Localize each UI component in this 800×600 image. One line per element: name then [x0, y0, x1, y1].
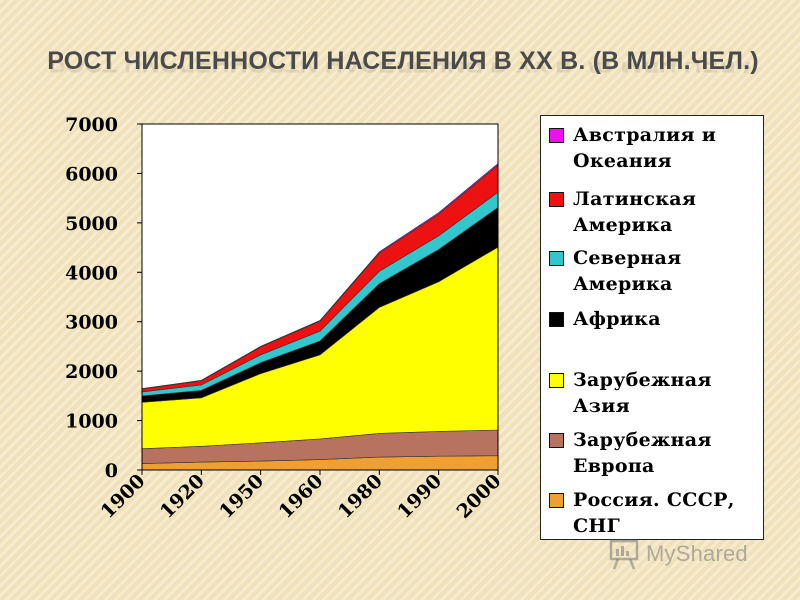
legend-swatch-latin-america	[549, 192, 564, 207]
legend-label-russia: Россия. СССР, СНГ	[573, 489, 735, 537]
y-tick-label-0: 0	[105, 460, 118, 482]
y-tick-label-5: 5000	[65, 213, 118, 235]
x-axis: 1900 1920 1950 1960 1980 1990 2000	[97, 470, 506, 523]
x-tick-label-1: 1920	[156, 470, 209, 523]
x-tick-label-3: 1960	[275, 470, 328, 523]
slide-title-block: РОСТ ЧИСЛЕННОСТИ НАСЕЛЕНИЯ В XX В. (В МЛ…	[0, 46, 800, 102]
legend-label-africa: Африка	[573, 308, 661, 330]
legend-label-asia: Зарубежная Азия	[573, 369, 712, 417]
legend-label-australia: Австралия и Океания	[573, 124, 717, 172]
y-axis: 0 1000 2000 3000 4000 5000 6000 7000	[65, 114, 142, 482]
y-tick-label-3: 3000	[65, 312, 118, 334]
legend-swatch-north-america	[549, 251, 564, 266]
area-series-group	[141, 162, 499, 471]
y-tick-label-2: 2000	[65, 361, 118, 383]
slide-title: РОСТ ЧИСЛЕННОСТИ НАСЕЛЕНИЯ В XX В. (В МЛ…	[47, 47, 759, 75]
legend-label-latin-america: Латинская Америка	[573, 188, 697, 236]
watermark-text: MyShared	[646, 541, 748, 566]
x-tick-label-5: 1990	[393, 470, 446, 523]
watermark: MyShared	[608, 536, 748, 572]
legend-swatch-australia	[549, 128, 564, 143]
x-tick-label-6: 2000	[453, 470, 506, 523]
presentation-board-icon	[609, 539, 639, 570]
legend-swatch-europe	[549, 433, 564, 448]
legend-swatch-africa	[549, 312, 564, 327]
y-tick-label-7: 7000	[65, 114, 118, 136]
x-tick-label-2: 1950	[215, 470, 268, 523]
y-tick-label-4: 4000	[65, 262, 118, 284]
legend-swatch-russia	[549, 493, 564, 508]
legend-label-north-america: Северная Америка	[573, 247, 682, 295]
chart-legend: Австралия и Океания Латинская Америка Се…	[540, 115, 764, 540]
legend-swatch-asia	[549, 373, 564, 388]
x-tick-label-4: 1980	[334, 470, 387, 523]
y-tick-label-6: 6000	[65, 163, 118, 185]
y-tick-label-1: 1000	[65, 411, 118, 433]
legend-label-europe: Зарубежная Европа	[573, 429, 712, 477]
